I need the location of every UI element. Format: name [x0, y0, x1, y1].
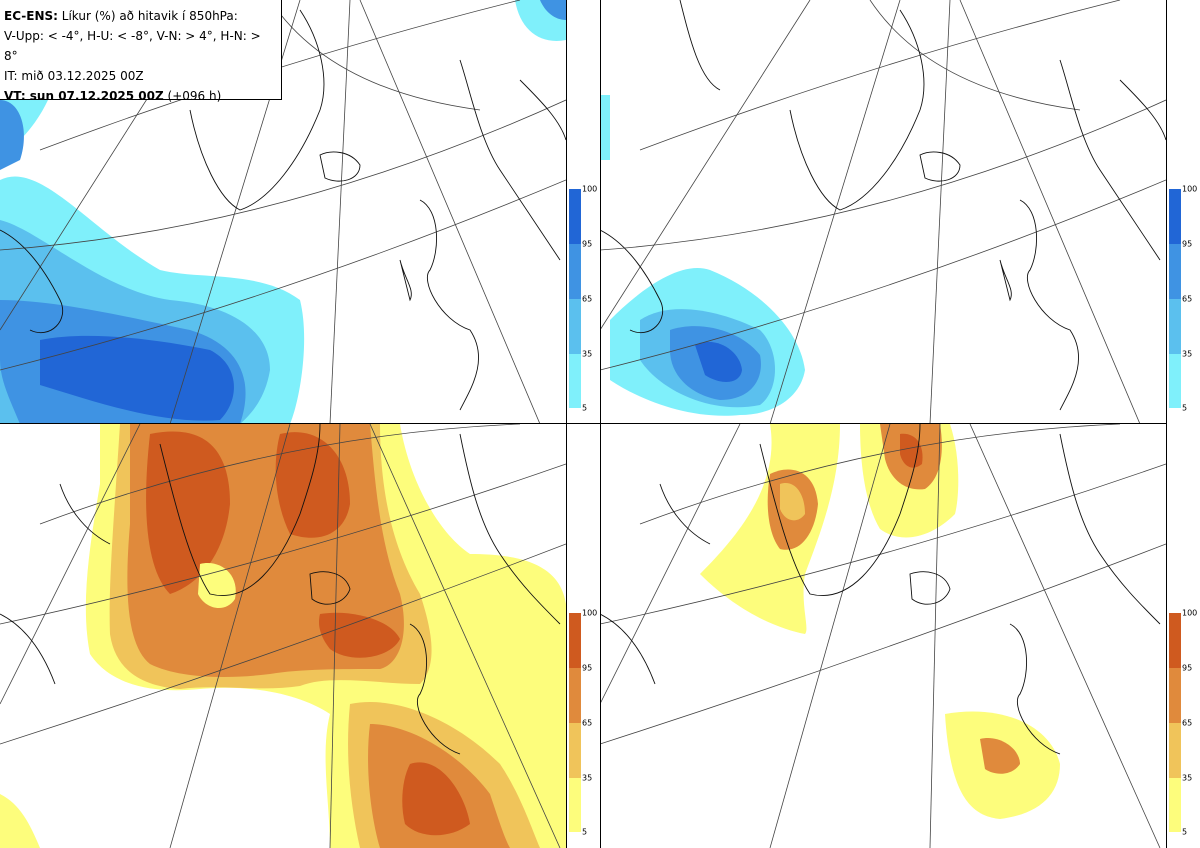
panel-divider-left	[566, 0, 567, 848]
tick-100: 100	[582, 608, 598, 618]
tick-95: 95	[582, 239, 593, 249]
tick-65: 65	[582, 294, 593, 304]
lead-time: (+096 h)	[167, 89, 222, 103]
cbar-seg-1	[569, 189, 581, 244]
map-cold-4	[0, 0, 566, 424]
cbar-seg-4	[569, 778, 581, 832]
cbar-seg-3	[1169, 723, 1181, 778]
tick-95: 95	[582, 663, 593, 673]
model-label: EC-ENS:	[4, 9, 58, 23]
map-title-box: EC-ENS: Líkur (%) að hitavik í 850hPa: V…	[0, 0, 282, 103]
tick-65: 65	[1182, 294, 1193, 304]
map-cold-8	[600, 0, 1166, 424]
cbar-seg-4	[1169, 354, 1181, 408]
tick-95: 95	[1182, 663, 1193, 673]
cbar-seg-2	[569, 244, 581, 299]
tick-35: 35	[582, 349, 593, 359]
tick-65: 65	[582, 718, 593, 728]
cbar-seg-2	[569, 668, 581, 723]
tick-100: 100	[582, 184, 598, 194]
map-title: Líkur (%) að hitavik í 850hPa:	[61, 9, 238, 23]
cbar-seg-1	[1169, 189, 1181, 244]
map-warm-8	[600, 424, 1166, 848]
tick-95: 95	[1182, 239, 1193, 249]
panel-cold-8	[600, 0, 1166, 424]
cbar-seg-3	[569, 299, 581, 354]
cbar-seg-2	[1169, 244, 1181, 299]
threshold-legend: V-Upp: < -4°, H-U: < -8°, V-N: > 4°, H-N…	[4, 29, 261, 63]
cbar-seg-4	[1169, 778, 1181, 832]
colorbar-cold-4	[569, 189, 581, 408]
panel-divider-right	[600, 0, 601, 848]
colorbar-warm-8	[1169, 613, 1181, 832]
map-warm-4	[0, 424, 566, 848]
tick-100: 100	[1182, 184, 1198, 194]
panel-cold-4: EC-ENS: Líkur (%) að hitavik í 850hPa: V…	[0, 0, 566, 424]
panel-warm-8	[600, 424, 1166, 848]
cbar-seg-1	[569, 613, 581, 668]
tick-5: 5	[582, 827, 588, 837]
panel-warm-4	[0, 424, 566, 848]
valid-time: VT: sun 07.12.2025 00Z	[4, 89, 164, 103]
cbar-seg-2	[1169, 668, 1181, 723]
panel-divider-horizontal	[0, 423, 1166, 424]
colorbar-warm-4	[569, 613, 581, 832]
cbar-seg-3	[569, 723, 581, 778]
tick-5: 5	[582, 403, 588, 413]
panel-divider-outer	[1166, 0, 1167, 848]
cbar-seg-1	[1169, 613, 1181, 668]
tick-35: 35	[1182, 349, 1193, 359]
tick-35: 35	[1182, 773, 1193, 783]
cbar-seg-3	[1169, 299, 1181, 354]
tick-35: 35	[582, 773, 593, 783]
tick-5: 5	[1182, 827, 1188, 837]
colorbar-cold-8	[1169, 189, 1181, 408]
tick-5: 5	[1182, 403, 1188, 413]
cbar-seg-4	[569, 354, 581, 408]
init-time: IT: mið 03.12.2025 00Z	[4, 69, 144, 83]
tick-100: 100	[1182, 608, 1198, 618]
tick-65: 65	[1182, 718, 1193, 728]
